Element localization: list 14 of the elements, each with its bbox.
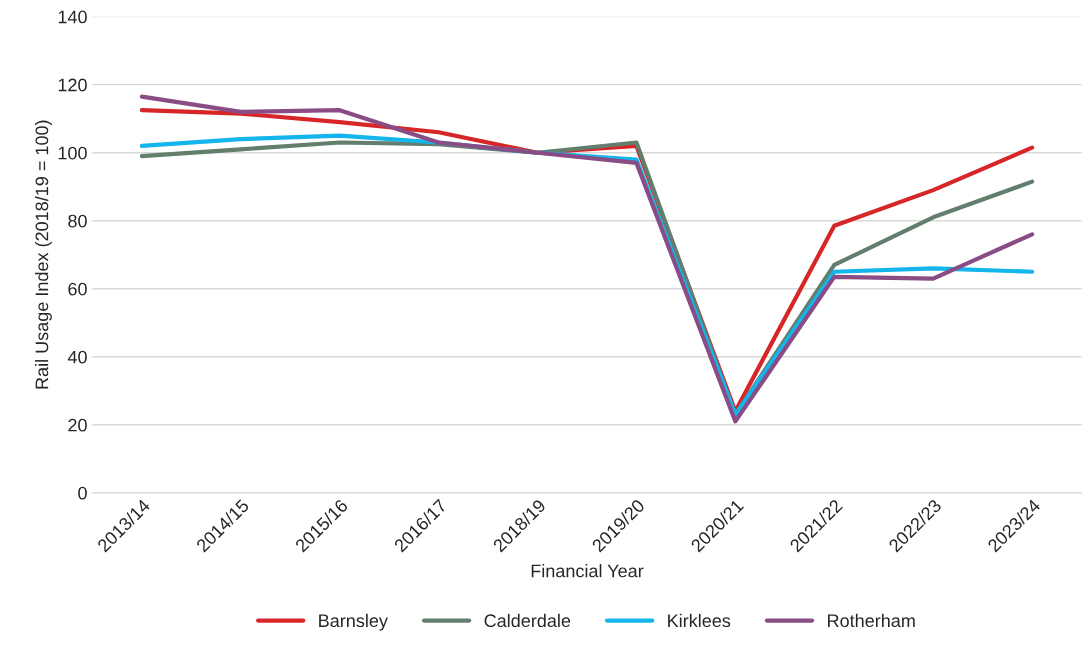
y-tick-label: 60	[68, 282, 87, 296]
legend-label: Barnsley	[319, 613, 388, 631]
x-axis-title: Financial Year	[531, 564, 644, 578]
y-tick-label: 120	[58, 78, 87, 92]
legend-label: Calderdale	[484, 613, 571, 628]
y-tick-label: 20	[68, 418, 87, 432]
y-tick-label: 140	[58, 10, 87, 24]
y-tick-label: 100	[58, 146, 87, 160]
y-tick-label: 0	[78, 486, 87, 500]
legend-label: Kirklees	[668, 613, 731, 628]
legend-label: Rotherham	[828, 613, 915, 628]
y-tick-label: 80	[68, 214, 87, 228]
y-tick-label: 40	[67, 350, 87, 364]
y-axis-title: Rail Usage Index (2018/19 = 100)	[35, 120, 52, 389]
